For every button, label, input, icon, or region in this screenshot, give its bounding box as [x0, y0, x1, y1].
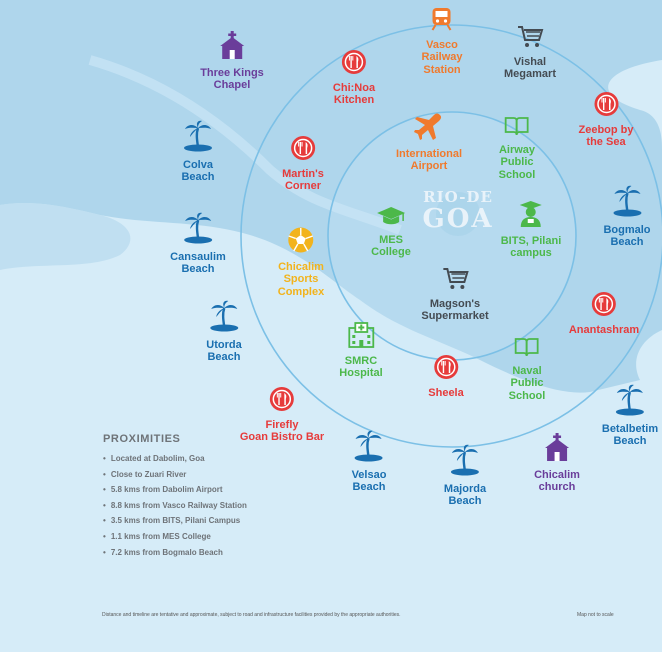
restaurant-icon	[569, 291, 639, 321]
poi-velsao-beach[interactable]: Velsao Beach	[351, 430, 387, 494]
chapel-icon	[534, 432, 580, 466]
palm-beach-icon	[206, 300, 241, 336]
poi-label: Chicalim Sports Complex	[277, 260, 325, 298]
poi-smrc-hospital[interactable]: SMRC Hospital	[339, 322, 383, 380]
poi-anantashram[interactable]: Anantashram	[569, 291, 639, 336]
poi-label: International Airport	[395, 147, 463, 173]
restaurant-icon	[578, 91, 633, 121]
poi-chicalim-church[interactable]: Chicalim church	[534, 432, 580, 494]
hospital-icon	[339, 322, 382, 352]
poi-chinoa-kitchen[interactable]: Chi:Noa Kitchen	[333, 49, 375, 107]
list-item: 5.8 kms from Dabolim Airport	[103, 482, 247, 498]
poi-naval-public-school[interactable]: Naval Public School	[508, 336, 546, 402]
graduate-icon	[501, 200, 562, 232]
poi-three-kings-chapel[interactable]: Three Kings Chapel	[200, 30, 264, 92]
restaurant-icon	[240, 386, 324, 416]
river	[88, 55, 402, 235]
poi-label: Zeebop by the Sea	[578, 123, 634, 149]
poi-international-airport[interactable]: International Airport	[396, 113, 462, 173]
poi-martins-corner[interactable]: Martin's Corner	[282, 135, 324, 193]
poi-label: Naval Public School	[508, 364, 546, 402]
proximities-panel: PROXIMITIES Located at Dabolim, Goa Clos…	[103, 433, 247, 560]
poi-label: MES College	[371, 233, 411, 259]
center-marker	[436, 192, 480, 236]
book-icon	[509, 336, 546, 362]
poi-label: Velsao Beach	[351, 468, 387, 494]
poi-label: Martin's Corner	[282, 167, 324, 193]
list-item: 3.5 kms from BITS, Pilani Campus	[103, 513, 247, 529]
poi-majorda-beach[interactable]: Majorda Beach	[444, 444, 486, 508]
poi-label: Cansaulim Beach	[170, 250, 226, 276]
poi-label: Anantashram	[568, 323, 640, 336]
poi-label: SMRC Hospital	[339, 354, 383, 380]
poi-betalbetim-beach[interactable]: Betalbetim Beach	[602, 384, 658, 448]
landmass	[0, 0, 662, 393]
palm-beach-icon	[603, 185, 650, 221]
poi-chicalim-sports-complex[interactable]: Chicalim Sports Complex	[278, 226, 324, 298]
poi-firefly-goan-bistro-bar[interactable]: Firefly Goan Bistro Bar	[240, 386, 324, 444]
poi-label: Firefly Goan Bistro Bar	[239, 418, 325, 444]
restaurant-icon	[333, 49, 375, 79]
proximities-title: PROXIMITIES	[103, 433, 181, 445]
poi-mes-college[interactable]: MES College	[371, 205, 411, 259]
poi-label: Chicalim church	[534, 468, 580, 494]
book-icon	[499, 115, 536, 141]
poi-label: Majorda Beach	[443, 482, 487, 508]
restaurant-icon	[428, 354, 463, 384]
poi-label: Vasco Railway Station	[421, 38, 463, 76]
proximities-list: Located at Dabolim, Goa Close to Zuari R…	[103, 451, 247, 560]
poi-magsons-supermarket[interactable]: Magson's Supermarket	[421, 265, 489, 323]
poi-sheela[interactable]: Sheela	[428, 354, 464, 399]
poi-cansaulim-beach[interactable]: Cansaulim Beach	[170, 212, 226, 276]
disclaimer-text: Distance and timeline are tentative and …	[102, 612, 401, 618]
poi-zeebop-by-the-sea[interactable]: Zeebop by the Sea	[578, 91, 634, 149]
poi-label: Three Kings Chapel	[200, 66, 264, 92]
list-item: 7.2 kms from Bogmalo Beach	[103, 545, 247, 561]
poi-label: Magson's Supermarket	[421, 297, 489, 323]
poi-airway-public-school[interactable]: Airway Public School	[498, 115, 536, 181]
poi-label: Colva Beach	[181, 158, 215, 184]
center-label-line1: RIO-DE	[423, 188, 493, 206]
poi-bits-pilani-campus[interactable]: BITS, Pilani campus	[500, 200, 562, 260]
poi-bogmalo-beach[interactable]: Bogmalo Beach	[603, 185, 651, 249]
poi-label: Utorda Beach	[206, 338, 242, 364]
ball-icon	[278, 226, 324, 258]
outer-ring	[240, 24, 662, 448]
palm-beach-icon	[352, 430, 387, 466]
airplane-icon	[396, 113, 462, 145]
center-label-line2: GOA	[422, 204, 494, 234]
poi-label: Vishal Megamart	[504, 55, 556, 81]
palm-beach-icon	[602, 384, 658, 420]
landmass-south	[0, 203, 131, 270]
poi-label: Sheela	[428, 386, 464, 399]
list-item: 1.1 kms from MES College	[103, 529, 247, 545]
chapel-icon	[200, 30, 264, 64]
scale-note: Map not to scale	[577, 612, 614, 618]
poi-vishal-megamart[interactable]: Vishal Megamart	[504, 23, 556, 81]
shopping-cart-icon	[421, 265, 488, 295]
list-item: Located at Dabolim, Goa	[103, 451, 247, 467]
poi-colva-beach[interactable]: Colva Beach	[181, 120, 215, 184]
poi-label: Betalbetim Beach	[601, 422, 659, 448]
poi-utorda-beach[interactable]: Utorda Beach	[206, 300, 242, 364]
palm-beach-icon	[181, 120, 215, 156]
poi-label: Bogmalo Beach	[603, 223, 651, 249]
poi-label: BITS, Pilani campus	[500, 234, 562, 260]
shopping-cart-icon	[504, 23, 556, 53]
graduation-cap-icon	[371, 205, 411, 231]
list-item: 8.8 kms from Vasco Railway Station	[103, 498, 247, 514]
center-label: RIO-DE GOA	[422, 188, 493, 234]
poi-label: Chi:Noa Kitchen	[332, 81, 376, 107]
poi-vasco-railway-station[interactable]: Vasco Railway Station	[421, 6, 463, 76]
palm-beach-icon	[444, 444, 486, 480]
palm-beach-icon	[170, 212, 226, 248]
poi-label: Airway Public School	[498, 143, 536, 181]
list-item: Close to Zuari River	[103, 467, 247, 483]
restaurant-icon	[282, 135, 324, 165]
train-icon	[422, 6, 463, 36]
